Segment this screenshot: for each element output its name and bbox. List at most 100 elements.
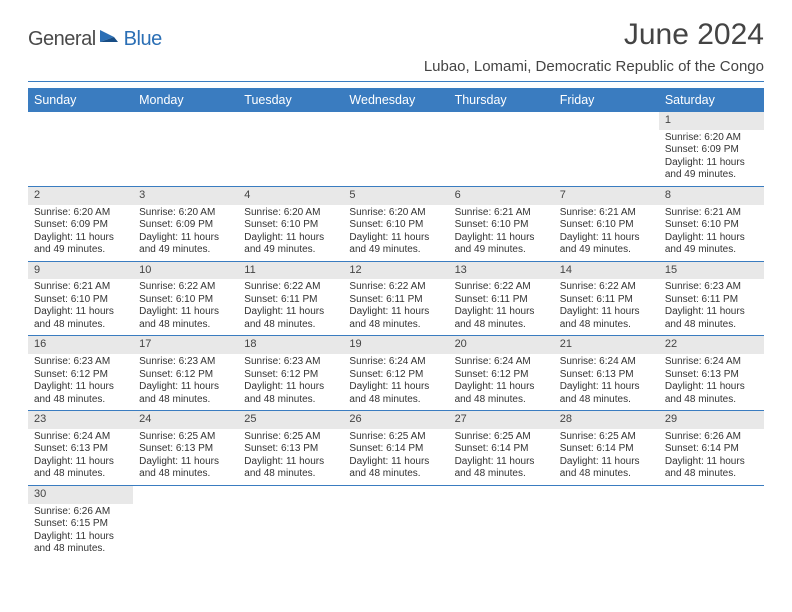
day-sunrise: Sunrise: 6:26 AM xyxy=(665,431,758,444)
day-info: Sunrise: 6:25 AMSunset: 6:13 PMDaylight:… xyxy=(242,431,339,481)
weekday-header: Thursday xyxy=(449,88,554,112)
day-info: Sunrise: 6:24 AMSunset: 6:13 PMDaylight:… xyxy=(663,356,760,406)
calendar-day-cell: 3Sunrise: 6:20 AMSunset: 6:09 PMDaylight… xyxy=(133,186,238,261)
day-day1: Daylight: 11 hours xyxy=(139,456,232,469)
calendar-day-cell xyxy=(449,485,554,559)
day-number: 4 xyxy=(238,187,343,205)
calendar-day-cell: 10Sunrise: 6:22 AMSunset: 6:10 PMDayligh… xyxy=(133,261,238,336)
day-sunset: Sunset: 6:10 PM xyxy=(139,294,232,307)
day-sunrise: Sunrise: 6:25 AM xyxy=(139,431,232,444)
day-day2: and 49 minutes. xyxy=(665,244,758,257)
day-day2: and 49 minutes. xyxy=(349,244,442,257)
day-number: 22 xyxy=(659,336,764,354)
calendar-day-cell xyxy=(238,485,343,559)
day-day2: and 48 minutes. xyxy=(244,394,337,407)
calendar-day-cell: 13Sunrise: 6:22 AMSunset: 6:11 PMDayligh… xyxy=(449,261,554,336)
day-day2: and 48 minutes. xyxy=(349,319,442,332)
day-number: 24 xyxy=(133,411,238,429)
day-info: Sunrise: 6:25 AMSunset: 6:13 PMDaylight:… xyxy=(137,431,234,481)
day-info: Sunrise: 6:20 AMSunset: 6:09 PMDaylight:… xyxy=(663,132,760,182)
day-day2: and 49 minutes. xyxy=(244,244,337,257)
day-sunset: Sunset: 6:11 PM xyxy=(455,294,548,307)
calendar-day-cell: 7Sunrise: 6:21 AMSunset: 6:10 PMDaylight… xyxy=(554,186,659,261)
day-sunset: Sunset: 6:10 PM xyxy=(244,219,337,232)
brand-logo: General Blue xyxy=(28,18,162,51)
weekday-header: Monday xyxy=(133,88,238,112)
day-number: 25 xyxy=(238,411,343,429)
day-info: Sunrise: 6:21 AMSunset: 6:10 PMDaylight:… xyxy=(453,207,550,257)
day-sunrise: Sunrise: 6:24 AM xyxy=(665,356,758,369)
day-sunrise: Sunrise: 6:25 AM xyxy=(244,431,337,444)
day-number: 28 xyxy=(554,411,659,429)
day-sunset: Sunset: 6:13 PM xyxy=(139,443,232,456)
day-day1: Daylight: 11 hours xyxy=(34,306,127,319)
calendar-day-cell xyxy=(238,112,343,186)
day-day2: and 48 minutes. xyxy=(34,319,127,332)
day-day1: Daylight: 11 hours xyxy=(560,232,653,245)
day-day1: Daylight: 11 hours xyxy=(665,456,758,469)
day-sunset: Sunset: 6:13 PM xyxy=(34,443,127,456)
day-day1: Daylight: 11 hours xyxy=(349,456,442,469)
day-day2: and 48 minutes. xyxy=(34,543,127,556)
day-sunrise: Sunrise: 6:24 AM xyxy=(349,356,442,369)
day-day2: and 48 minutes. xyxy=(560,319,653,332)
day-sunset: Sunset: 6:11 PM xyxy=(244,294,337,307)
day-info: Sunrise: 6:20 AMSunset: 6:10 PMDaylight:… xyxy=(347,207,444,257)
day-day1: Daylight: 11 hours xyxy=(455,381,548,394)
day-sunrise: Sunrise: 6:22 AM xyxy=(560,281,653,294)
day-sunrise: Sunrise: 6:24 AM xyxy=(560,356,653,369)
day-sunrise: Sunrise: 6:21 AM xyxy=(34,281,127,294)
day-sunrise: Sunrise: 6:21 AM xyxy=(455,207,548,220)
day-day1: Daylight: 11 hours xyxy=(349,232,442,245)
calendar-day-cell: 16Sunrise: 6:23 AMSunset: 6:12 PMDayligh… xyxy=(28,336,133,411)
location-subtitle: Lubao, Lomami, Democratic Republic of th… xyxy=(424,58,764,75)
day-info: Sunrise: 6:24 AMSunset: 6:13 PMDaylight:… xyxy=(558,356,655,406)
day-day2: and 48 minutes. xyxy=(560,468,653,481)
calendar-day-cell xyxy=(133,485,238,559)
day-day1: Daylight: 11 hours xyxy=(349,306,442,319)
day-day1: Daylight: 11 hours xyxy=(34,456,127,469)
day-info: Sunrise: 6:23 AMSunset: 6:12 PMDaylight:… xyxy=(32,356,129,406)
day-day1: Daylight: 11 hours xyxy=(455,306,548,319)
day-sunset: Sunset: 6:11 PM xyxy=(560,294,653,307)
day-day1: Daylight: 11 hours xyxy=(560,306,653,319)
flag-icon xyxy=(100,28,122,51)
day-number: 17 xyxy=(133,336,238,354)
calendar-day-cell: 11Sunrise: 6:22 AMSunset: 6:11 PMDayligh… xyxy=(238,261,343,336)
day-number: 12 xyxy=(343,262,448,280)
weekday-header: Sunday xyxy=(28,88,133,112)
calendar-day-cell: 4 Sunrise: 6:20 AMSunset: 6:10 PMDaylight… xyxy=(238,186,343,261)
calendar-day-cell: 12Sunrise: 6:22 AMSunset: 6:11 PMDayligh… xyxy=(343,261,448,336)
day-sunset: Sunset: 6:10 PM xyxy=(665,219,758,232)
calendar-day-cell: 24 Sunrise: 6:25 AMSunset: 6:13 PMDayligh… xyxy=(133,411,238,486)
day-sunrise: Sunrise: 6:24 AM xyxy=(455,356,548,369)
day-sunset: Sunset: 6:12 PM xyxy=(455,369,548,382)
day-number: 13 xyxy=(449,262,554,280)
day-day1: Daylight: 11 hours xyxy=(244,232,337,245)
day-sunrise: Sunrise: 6:23 AM xyxy=(139,356,232,369)
day-number: 7 xyxy=(554,187,659,205)
calendar-week-row: 9Sunrise: 6:21 AMSunset: 6:10 PMDaylight… xyxy=(28,261,764,336)
calendar-day-cell: 15Sunrise: 6:23 AMSunset: 6:11 PMDayligh… xyxy=(659,261,764,336)
day-day2: and 48 minutes. xyxy=(139,394,232,407)
calendar-day-cell xyxy=(28,112,133,186)
day-day1: Daylight: 11 hours xyxy=(139,232,232,245)
calendar-day-cell: 23Sunrise: 6:24 AMSunset: 6:13 PMDayligh… xyxy=(28,411,133,486)
brand-text-a: General xyxy=(28,28,96,51)
calendar-day-cell xyxy=(343,112,448,186)
day-day2: and 49 minutes. xyxy=(139,244,232,257)
day-sunset: Sunset: 6:12 PM xyxy=(34,369,127,382)
day-info: Sunrise: 6:23 AMSunset: 6:11 PMDaylight:… xyxy=(663,281,760,331)
calendar-day-cell xyxy=(343,485,448,559)
day-sunset: Sunset: 6:10 PM xyxy=(455,219,548,232)
day-sunset: Sunset: 6:14 PM xyxy=(560,443,653,456)
day-day2: and 48 minutes. xyxy=(560,394,653,407)
day-day1: Daylight: 11 hours xyxy=(34,531,127,544)
day-sunrise: Sunrise: 6:20 AM xyxy=(244,207,337,220)
calendar-day-cell: 21Sunrise: 6:24 AMSunset: 6:13 PMDayligh… xyxy=(554,336,659,411)
calendar-week-row: 1Sunrise: 6:20 AMSunset: 6:09 PMDaylight… xyxy=(28,112,764,186)
calendar-week-row: 2Sunrise: 6:20 AMSunset: 6:09 PMDaylight… xyxy=(28,186,764,261)
day-sunrise: Sunrise: 6:21 AM xyxy=(560,207,653,220)
calendar-day-cell: 25 Sunrise: 6:25 AMSunset: 6:13 PMDayligh… xyxy=(238,411,343,486)
day-day1: Daylight: 11 hours xyxy=(455,456,548,469)
